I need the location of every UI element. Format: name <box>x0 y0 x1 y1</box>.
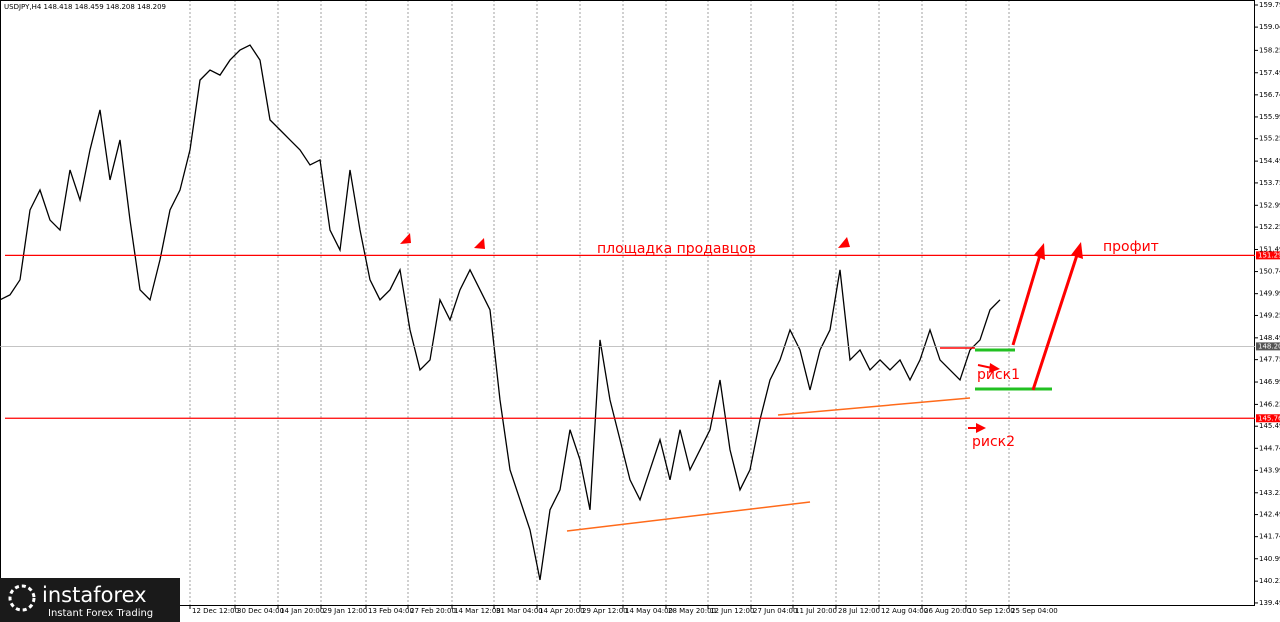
y-tick-label: 154.49 <box>1259 157 1280 165</box>
annotation: риск1 <box>977 367 1020 383</box>
trend-line <box>777 397 971 416</box>
price-line <box>0 44 1001 581</box>
arrowhead <box>989 363 1000 373</box>
y-tick-label: 148.49 <box>1259 334 1280 342</box>
x-tick-label: 30 Dec 04:00 <box>237 607 284 615</box>
arrowhead <box>1034 243 1045 260</box>
marker <box>400 233 411 244</box>
y-tick-label: 143.99 <box>1259 466 1280 474</box>
chart-header: USDJPY,H4 148.418 148.459 148.208 148.20… <box>4 3 166 11</box>
trend-line <box>566 501 811 532</box>
x-tick-label: 27 Jun 04:00 <box>753 607 797 615</box>
y-tick-label: 144.74 <box>1259 444 1280 452</box>
y-tick-label: 155.99 <box>1259 113 1280 121</box>
x-tick-label: 26 Aug 20:00 <box>924 607 971 615</box>
x-tick-label: 28 May 20:00 <box>668 607 716 615</box>
x-tick-label: 11 Jul 20:00 <box>795 607 837 615</box>
annotation: риск2 <box>972 434 1015 450</box>
y-tick-label: 140.23 <box>1259 577 1280 585</box>
arrow <box>1011 254 1042 346</box>
x-tick-label: 14 Jan 20:00 <box>280 607 324 615</box>
y-tick-label: 146.99 <box>1259 378 1280 386</box>
x-tick-label: 28 Jul 12:00 <box>838 607 880 615</box>
x-tick-label: 14 Mar 12:00 <box>454 607 501 615</box>
y-tick-label: 152.99 <box>1259 201 1280 209</box>
drawings <box>400 233 1083 532</box>
current-price-bg <box>1256 342 1280 351</box>
y-tick-label: 143.23 <box>1259 489 1280 497</box>
x-tick-label: 27 Feb 20:00 <box>410 607 456 615</box>
x-tick-label: 31 Mar 04:00 <box>496 607 543 615</box>
marker <box>838 237 850 248</box>
x-tick-label: 14 May 04:00 <box>625 607 673 615</box>
x-tick-label: 29 Apr 12:00 <box>582 607 628 615</box>
level-label-bg <box>1256 251 1280 260</box>
marks <box>0 44 1255 581</box>
marker <box>474 238 485 249</box>
level-label: 151.29 <box>1258 251 1280 259</box>
x-tick-label: 29 Jan 12:00 <box>323 607 367 615</box>
y-tick-label: 145.49 <box>1259 422 1280 430</box>
y-tick-label: 152.25 <box>1259 223 1280 231</box>
arrowhead <box>1071 242 1083 259</box>
watermark: instaforex Instant Forex Trading <box>0 578 180 622</box>
y-tick-label: 149.25 <box>1259 311 1280 319</box>
y-tick-label: 159.04 <box>1259 23 1280 31</box>
y-tick-label: 153.75 <box>1259 179 1280 187</box>
y-tick-label: 150.74 <box>1259 268 1280 276</box>
level-label-bg <box>1256 414 1280 423</box>
x-tick-label: 12 Aug 04:00 <box>881 607 928 615</box>
arrow <box>1031 254 1079 391</box>
y-tick-label: 158.25 <box>1259 46 1280 54</box>
y-tick-label: 146.23 <box>1259 400 1280 408</box>
y-tick-label: 149.99 <box>1259 290 1280 298</box>
watermark-bg <box>0 578 180 622</box>
x-tick-label: 14 Apr 20:00 <box>539 607 585 615</box>
y-tick-label: 159.79 <box>1259 1 1280 9</box>
y-tick-label: 147.75 <box>1259 356 1280 364</box>
plot-frame <box>0 0 1255 606</box>
current-price-label: 148.20 <box>1258 342 1280 350</box>
x-tick-label: 12 Dec 12:00 <box>192 607 239 615</box>
y-tick-label: 140.99 <box>1259 555 1280 563</box>
y-tick-label: 142.49 <box>1259 511 1280 519</box>
logo <box>8 584 36 612</box>
annotation: площадка продавцов <box>597 241 756 257</box>
y-tick-label: 155.25 <box>1259 135 1280 143</box>
annotation: профит <box>1103 239 1159 255</box>
x-tick-label: 12 Jun 12:00 <box>710 607 754 615</box>
x-tick-label: 25 Sep 04:00 <box>1011 607 1058 615</box>
grid <box>189 0 1010 605</box>
x-tick-label: 13 Feb 04:00 <box>368 607 414 615</box>
y-tick-label: 139.49 <box>1259 599 1280 607</box>
y-tick-label: 157.49 <box>1259 69 1280 77</box>
tagline: Instant Forex Trading <box>48 608 153 619</box>
y-tick-label: 141.74 <box>1259 533 1280 541</box>
arrowhead <box>976 423 986 433</box>
x-tick-label: 10 Sep 12:00 <box>968 607 1015 615</box>
brand: instaforex <box>42 583 147 607</box>
y-tick-label: 151.49 <box>1259 245 1280 253</box>
y-tick-label: 156.74 <box>1259 91 1280 99</box>
level-label: 145.76 <box>1258 414 1280 422</box>
